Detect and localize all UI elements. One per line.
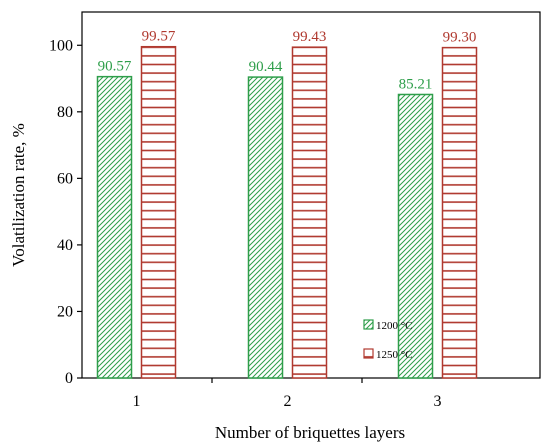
y-axis-label: Volatilization rate, % <box>9 123 28 267</box>
y-tick-label-100: 100 <box>49 37 73 54</box>
x-tick-label-3: 3 <box>434 393 442 410</box>
bars-group <box>96 45 478 379</box>
legend-entry-1200: 1200 °C <box>363 319 413 332</box>
data-label-1250-layer-3: 99.30 <box>443 30 477 46</box>
bar-1200-layer-2 <box>247 76 284 379</box>
legend-swatch-1250 <box>363 348 374 359</box>
x-axis-label: Number of briquettes layers <box>215 423 405 442</box>
bar-1250-layer-1 <box>140 45 177 379</box>
data-label-1200-layer-2: 90.44 <box>249 59 283 75</box>
legend-text-1200: 1200 °C <box>376 320 413 332</box>
data-label-1250-layer-2: 99.43 <box>293 29 327 45</box>
y-tick-label-0: 0 <box>65 370 73 387</box>
y-axis-ticks: 0 20 40 60 80 100 <box>49 37 82 387</box>
bar-1250-layer-3 <box>441 46 478 379</box>
data-label-1200-layer-3: 85.21 <box>399 76 433 92</box>
data-label-1200-layer-1: 90.57 <box>98 59 132 75</box>
legend-entry-1250: 1250 °C <box>363 348 413 361</box>
bar-1250-layer-2 <box>291 46 328 379</box>
bar-1200-layer-1 <box>96 75 133 379</box>
data-label-1250-layer-1: 99.57 <box>142 29 176 45</box>
legend-text-1250: 1250 °C <box>376 349 413 361</box>
legend-swatch-1200 <box>363 319 374 330</box>
bar-1200-layer-3 <box>397 93 434 379</box>
data-labels-group: 90.57 99.57 90.44 99.43 85.21 99.30 <box>98 29 477 93</box>
y-tick-label-40: 40 <box>57 237 73 254</box>
y-tick-label-60: 60 <box>57 170 73 187</box>
x-tick-label-2: 2 <box>284 393 292 410</box>
legend: 1200 °C 1250 °C <box>363 319 413 361</box>
y-tick-label-20: 20 <box>57 303 73 320</box>
x-tick-label-1: 1 <box>133 393 141 410</box>
y-tick-label-80: 80 <box>57 104 73 121</box>
x-axis-ticks: 1 2 3 <box>133 378 442 410</box>
